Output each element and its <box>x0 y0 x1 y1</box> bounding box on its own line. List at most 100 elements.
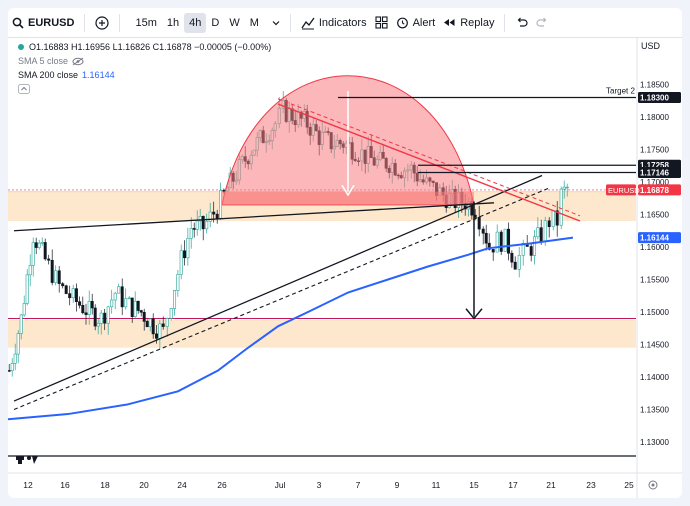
gear-center <box>651 483 655 487</box>
candle-body <box>13 353 17 364</box>
candle-body <box>142 311 146 322</box>
neckline <box>13 202 495 232</box>
ohlc-values: O1.16883 H1.16956 L1.16826 C1.16878 −0.0… <box>29 42 272 52</box>
candle-body <box>31 242 35 266</box>
candle-body <box>50 259 54 283</box>
candle-body <box>179 250 183 275</box>
candle-body <box>487 242 491 250</box>
timeframe-m[interactable]: M <box>249 16 259 29</box>
sma200-label: SMA 200 close <box>18 70 79 80</box>
market-status-dot <box>18 44 24 50</box>
candle-body <box>219 190 223 219</box>
replay-label: Replay <box>460 16 495 29</box>
candle-body <box>176 274 180 291</box>
timeframe-d[interactable]: D <box>211 16 220 29</box>
sma200-legend[interactable]: SMA 200 close 1.16144 <box>18 70 115 80</box>
tradingview-logo <box>16 456 38 464</box>
indicators-button[interactable]: Indicators <box>297 8 371 38</box>
candle-body <box>499 231 503 252</box>
rounding-top-base <box>222 191 474 206</box>
toolbar-divider <box>84 13 86 32</box>
chevron-up-icon[interactable] <box>18 84 30 94</box>
price-tick-label: 1.15500 <box>640 276 669 285</box>
candle-body <box>19 314 23 334</box>
toolbar-divider <box>119 13 121 32</box>
price-tag <box>638 92 681 103</box>
price-chart[interactable]: USD Target 2 1.18500 1.18000 1.17500 1.17000… <box>8 38 682 498</box>
time-tick-label: 15 <box>469 480 479 490</box>
eye-hidden-icon[interactable] <box>72 57 84 66</box>
target-arrowhead <box>465 308 483 320</box>
gear-ring <box>648 480 658 490</box>
candle-body <box>158 323 162 339</box>
price-tick-label: 1.18000 <box>640 113 669 122</box>
sma200-line <box>8 236 574 421</box>
timeframe-4h[interactable]: 4h <box>184 12 207 33</box>
candle-body <box>120 286 124 308</box>
candle-body <box>477 217 481 230</box>
candle-body <box>78 301 82 306</box>
time-tick-label: 7 <box>356 480 361 490</box>
candle-body <box>205 221 209 230</box>
price-tick-label: 1.13500 <box>640 406 669 415</box>
indicators-label: Indicators <box>318 16 367 29</box>
candle-body <box>22 303 26 316</box>
search-icon <box>12 17 24 29</box>
undo-button[interactable] <box>511 8 532 38</box>
time-tick-label: 21 <box>546 480 556 490</box>
candle-body <box>96 323 100 327</box>
toolbar-divider <box>289 13 291 32</box>
candle-body <box>124 298 128 308</box>
price-tick-label: 1.13000 <box>640 438 669 447</box>
redo-button[interactable] <box>532 8 553 38</box>
compare-button[interactable] <box>91 8 113 38</box>
timeframe-dropdown[interactable] <box>268 8 284 38</box>
candle-body <box>521 242 525 256</box>
sma5-legend[interactable]: SMA 5 close <box>18 56 84 66</box>
candle-body <box>57 270 61 284</box>
price-tick-label: 1.14000 <box>640 373 669 382</box>
timeframe-1h[interactable]: 1h <box>166 16 180 29</box>
legend-collapse[interactable] <box>18 84 30 94</box>
alert-button[interactable]: Alert <box>392 8 440 38</box>
candle-body <box>40 242 44 244</box>
timeframe-15m[interactable]: 15m <box>135 16 157 29</box>
time-tick-label: 23 <box>586 480 596 490</box>
candle-body <box>533 236 537 256</box>
candle-body <box>148 318 152 328</box>
price-tag <box>638 184 681 196</box>
candle-body <box>8 370 11 372</box>
currency-label[interactable]: USD <box>641 41 661 51</box>
top-toolbar: EURUSD 15m 1h 4h D W M Indicators Alert Repla… <box>8 8 682 38</box>
candle-body <box>481 228 485 234</box>
grid-icon <box>375 16 388 29</box>
candle-body <box>110 299 114 308</box>
candle-body <box>503 228 507 252</box>
layouts-button[interactable] <box>371 8 392 38</box>
candle-body <box>195 220 199 230</box>
candle-body <box>198 216 202 222</box>
candle-body <box>547 220 551 227</box>
candle-body <box>173 290 177 309</box>
price-tick-label: 1.16000 <box>640 243 669 252</box>
candle-body <box>87 301 91 315</box>
time-tick-label: 24 <box>177 480 187 490</box>
candle-body <box>34 242 38 248</box>
ascending-trendline-dashed <box>13 187 549 411</box>
candle-body <box>127 297 131 300</box>
alarm-clock-icon <box>396 17 408 29</box>
symbol-search[interactable]: EURUSD <box>8 8 78 38</box>
candle-body <box>84 312 88 315</box>
candle-body <box>25 274 29 304</box>
candle-body <box>161 323 165 327</box>
candle-body <box>37 242 41 248</box>
chart-settings-icon[interactable] <box>648 480 658 490</box>
candle-body <box>133 300 137 317</box>
candle-body <box>169 308 173 319</box>
candle-body <box>74 288 78 302</box>
indicators-icon <box>301 17 315 29</box>
timeframe-w[interactable]: W <box>229 16 240 29</box>
replay-button[interactable]: Replay <box>439 8 498 38</box>
candle-body <box>189 228 193 239</box>
ascending-trendline <box>13 174 543 402</box>
